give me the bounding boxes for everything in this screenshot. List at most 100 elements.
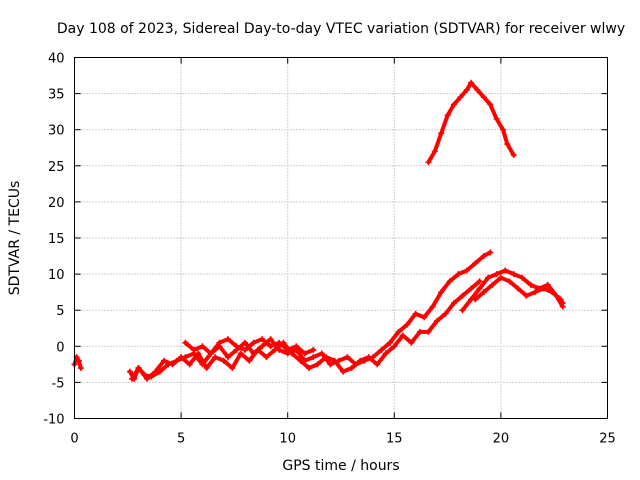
x-tick-label: 0 [70, 432, 78, 447]
data-point [182, 339, 189, 346]
data-point [421, 314, 428, 321]
series-band-a [71, 354, 84, 371]
y-tick-label: 10 [48, 268, 65, 283]
x-tick-label: 15 [386, 432, 403, 447]
data-point [476, 285, 483, 292]
data-point [297, 357, 304, 364]
grid-lines [74, 57, 608, 419]
data-point [75, 357, 82, 364]
series-band-g [425, 79, 517, 166]
data-point [455, 271, 462, 278]
x-tick-label: 10 [279, 432, 296, 447]
data-point [444, 112, 451, 119]
data-point [135, 364, 142, 371]
data-point [301, 350, 308, 357]
data-point [271, 346, 278, 353]
data-point [399, 332, 406, 339]
data-point [233, 343, 240, 350]
data-point [293, 343, 300, 350]
data-point [532, 289, 539, 296]
data-point [344, 354, 351, 361]
data-point [450, 101, 457, 108]
data-point [425, 159, 432, 166]
y-tick-label: 20 [48, 196, 65, 211]
plot-frame [74, 57, 608, 419]
x-axis-title: GPS time / hours [282, 458, 399, 474]
data-point [472, 296, 479, 303]
data-point [416, 328, 423, 335]
data-point [378, 346, 385, 353]
y-tick-label: 0 [56, 340, 64, 355]
data-point [203, 364, 210, 371]
data-point [519, 274, 526, 281]
data-point [425, 328, 432, 335]
data-point [186, 361, 193, 368]
series-band-d [182, 336, 317, 357]
data-point [357, 357, 364, 364]
x-tick-label: 25 [599, 432, 616, 447]
data-point [412, 310, 419, 317]
data-point [472, 260, 479, 267]
axis-ticks: 0 5 10 15 20 25 -10 -5 0 5 10 15 20 25 30 35 40 [43, 52, 616, 447]
data-point [540, 285, 547, 292]
data-point [487, 101, 494, 108]
data-point [254, 346, 261, 353]
data-point [327, 361, 334, 368]
data-point [442, 310, 449, 317]
data-point [387, 339, 394, 346]
data-point [242, 339, 249, 346]
data-point [506, 278, 513, 285]
data-point [195, 350, 202, 357]
data-point [276, 339, 283, 346]
data-point [463, 86, 470, 93]
data-point [199, 343, 206, 350]
y-tick-label: 15 [48, 232, 65, 247]
data-point [476, 278, 483, 285]
data-point [374, 361, 381, 368]
data-point [497, 274, 504, 281]
data-point [514, 285, 521, 292]
data-point [474, 86, 481, 93]
data-point [446, 278, 453, 285]
series-line [473, 275, 565, 305]
data-point [544, 281, 551, 288]
data-point [395, 328, 402, 335]
y-tick-label: -5 [52, 376, 65, 391]
data-point [485, 274, 492, 281]
data-point [178, 354, 185, 361]
y-tick-label: 5 [56, 304, 64, 319]
data-point [126, 368, 133, 375]
data-point [348, 364, 355, 371]
data-point [487, 249, 494, 256]
data-point [457, 94, 464, 101]
data-point [331, 357, 338, 364]
y-tick-label: 35 [48, 88, 65, 103]
data-point [523, 292, 530, 299]
y-tick-label: 25 [48, 160, 65, 175]
data-point [468, 285, 475, 292]
y-tick-label: 40 [48, 52, 65, 67]
data-point [259, 336, 266, 343]
data-point [323, 354, 330, 361]
series-band-c [129, 278, 483, 382]
data-point [431, 148, 438, 155]
data-point [365, 354, 372, 361]
data-point [212, 354, 219, 361]
data-point [480, 94, 487, 101]
data-point [190, 346, 197, 353]
data-point [480, 253, 487, 260]
data-point [284, 346, 291, 353]
data-point [259, 343, 266, 350]
series-line [183, 337, 316, 356]
data-point [169, 361, 176, 368]
y-axis-title: SDTVAR / TECUs [7, 181, 23, 296]
data-point [318, 350, 325, 357]
data-point [549, 289, 556, 296]
data-point [129, 375, 136, 382]
x-tick-label: 5 [177, 432, 185, 447]
data-point [463, 267, 470, 274]
data-point [207, 350, 214, 357]
data-point [225, 336, 232, 343]
